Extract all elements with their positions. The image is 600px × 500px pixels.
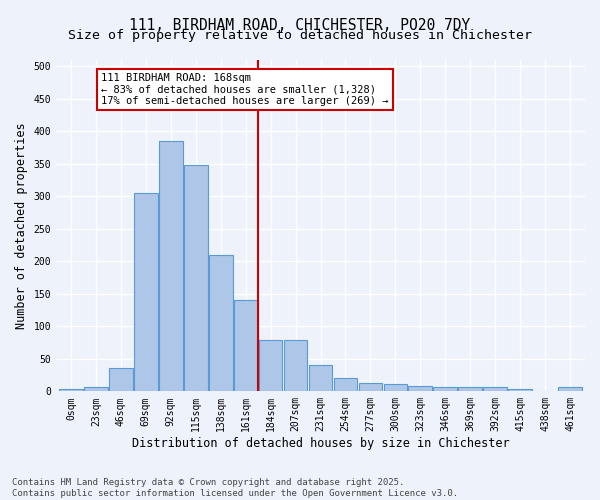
Bar: [458, 388, 482, 392]
Text: 111 BIRDHAM ROAD: 168sqm
← 83% of detached houses are smaller (1,328)
17% of sem: 111 BIRDHAM ROAD: 168sqm ← 83% of detach…: [101, 73, 388, 106]
Bar: [359, 383, 382, 392]
Bar: [533, 390, 557, 392]
Text: Contains HM Land Registry data © Crown copyright and database right 2025.
Contai: Contains HM Land Registry data © Crown c…: [12, 478, 458, 498]
Text: Size of property relative to detached houses in Chichester: Size of property relative to detached ho…: [68, 29, 532, 42]
Bar: [433, 388, 457, 392]
Y-axis label: Number of detached properties: Number of detached properties: [15, 122, 28, 329]
Bar: [209, 255, 233, 392]
Bar: [334, 378, 358, 392]
Bar: [284, 340, 307, 392]
Bar: [184, 165, 208, 392]
Bar: [409, 386, 432, 392]
Bar: [109, 368, 133, 392]
X-axis label: Distribution of detached houses by size in Chichester: Distribution of detached houses by size …: [132, 437, 509, 450]
Bar: [308, 364, 332, 392]
Bar: [134, 193, 158, 392]
Text: 111, BIRDHAM ROAD, CHICHESTER, PO20 7DY: 111, BIRDHAM ROAD, CHICHESTER, PO20 7DY: [130, 18, 470, 32]
Bar: [484, 388, 507, 392]
Bar: [558, 388, 582, 392]
Bar: [84, 388, 108, 392]
Bar: [508, 388, 532, 392]
Bar: [59, 388, 83, 392]
Bar: [259, 340, 283, 392]
Bar: [159, 141, 182, 392]
Bar: [234, 300, 257, 392]
Bar: [383, 384, 407, 392]
